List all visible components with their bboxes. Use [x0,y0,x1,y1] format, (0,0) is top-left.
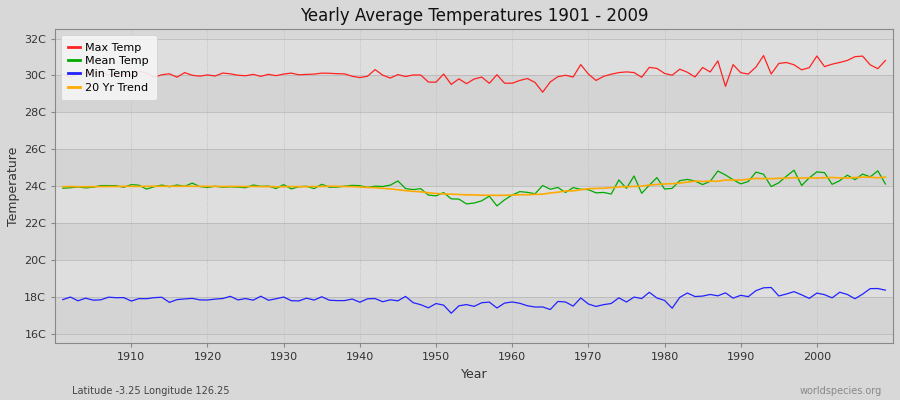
Bar [55,76,893,112]
Bar [55,297,893,334]
Bar [55,260,893,297]
Bar [55,223,893,260]
Text: worldspecies.org: worldspecies.org [800,386,882,396]
Text: Latitude -3.25 Longitude 126.25: Latitude -3.25 Longitude 126.25 [72,386,230,396]
Legend: Max Temp, Mean Temp, Min Temp, 20 Yr Trend: Max Temp, Mean Temp, Min Temp, 20 Yr Tre… [60,35,157,100]
Bar [55,38,893,76]
Title: Yearly Average Temperatures 1901 - 2009: Yearly Average Temperatures 1901 - 2009 [300,7,648,25]
Y-axis label: Temperature: Temperature [7,147,20,226]
Bar [55,186,893,223]
Bar [55,112,893,150]
Bar [55,150,893,186]
X-axis label: Year: Year [461,368,488,381]
